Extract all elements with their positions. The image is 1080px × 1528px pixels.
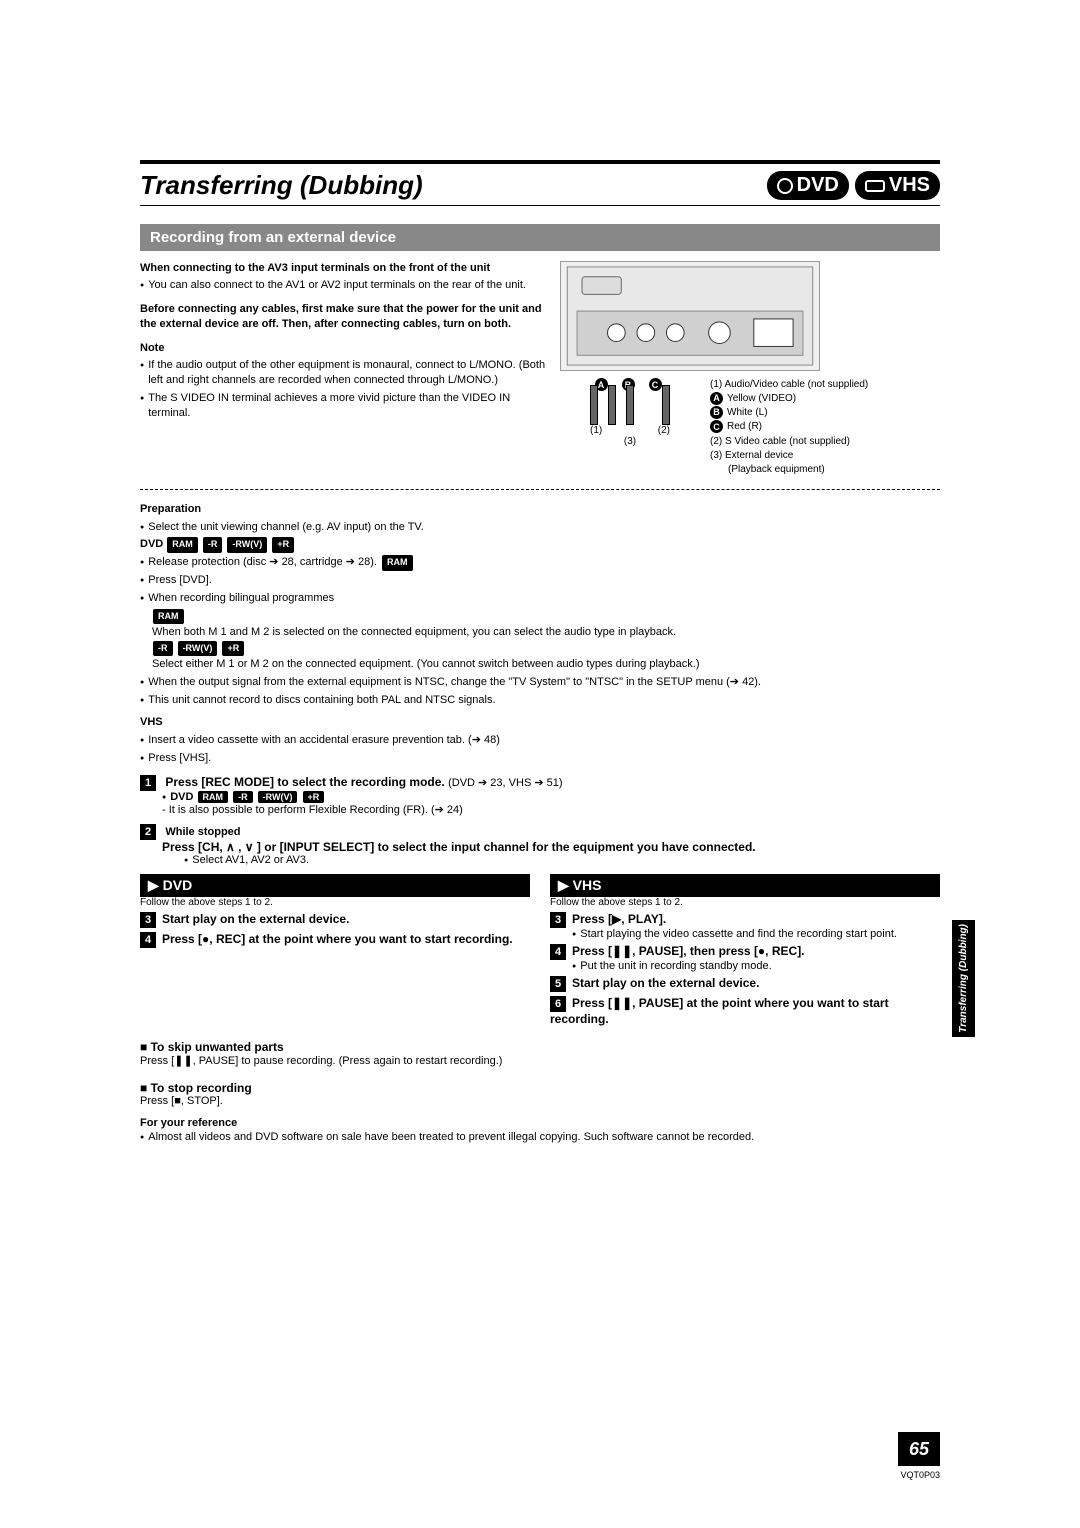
intro-p1-bold: When connecting to the AV3 input termina…: [140, 261, 546, 276]
dvd-follow: Follow the above steps 1 to 2.: [140, 897, 530, 908]
page-number: 65: [898, 1432, 940, 1466]
dvd-column: DVD Follow the above steps 1 to 2. 3Star…: [140, 874, 530, 1026]
prep-b4b: Select either M 1 or M 2 on the connecte…: [152, 657, 940, 673]
footer-code: VQT0P03: [900, 1470, 940, 1480]
skip-text: Press [❚❚, PAUSE] to pause recording. (P…: [140, 1054, 940, 1067]
ref-header: For your reference: [140, 1117, 940, 1129]
diag-num3: (3): [560, 436, 700, 447]
vhs-step-3: 3Press [▶, PLAY].: [550, 912, 940, 928]
stop-header: To stop recording: [140, 1081, 940, 1095]
prep-b3: Press [DVD].: [140, 573, 940, 589]
stop-text: Press [■, STOP].: [140, 1095, 940, 1107]
connection-diagram: A B C (1) (2) (3) (1) Audio/Video cable …: [560, 261, 940, 477]
chip-pr: +R: [272, 537, 294, 552]
diagram-legend: (1) Audio/Video cable (not supplied) AYe…: [710, 378, 868, 477]
vhs-step-6: 6Press [❚❚, PAUSE] at the point where yo…: [550, 996, 940, 1026]
intro-p1-bullet: You can also connect to the AV1 or AV2 i…: [140, 278, 546, 293]
intro-text: When connecting to the AV3 input termina…: [140, 261, 546, 477]
step-1-sub: DVD RAM -R -RW(V) +R - It is also possib…: [162, 791, 940, 816]
dvd-col-header: DVD: [140, 874, 530, 897]
chip-r: -R: [203, 537, 223, 552]
prep-dvd-line: DVD RAM -R -RW(V) +R: [140, 537, 940, 553]
vhs-col-header: VHS: [550, 874, 940, 897]
chip-ram: RAM: [167, 537, 198, 552]
prep-b4-ram: RAM: [152, 609, 940, 625]
side-tab: Transferring (Dubbing): [952, 920, 975, 1037]
step-num-1: 1: [140, 775, 156, 791]
note-1: If the audio output of the other equipme…: [140, 358, 546, 389]
title-bar: Transferring (Dubbing) DVD VHS: [140, 160, 940, 206]
ref-text: Almost all videos and DVD software on sa…: [140, 1131, 940, 1143]
step-1: 1 Press [REC MODE] to select the recordi…: [140, 775, 940, 816]
cable-stubs: [560, 385, 700, 425]
prep-b4a: When both M 1 and M 2 is selected on the…: [152, 625, 940, 641]
prep-b4: When recording bilingual programmes: [140, 591, 940, 607]
vhs-step-3-sub: Start playing the video cassette and fin…: [572, 928, 940, 940]
prep-v2: Press [VHS].: [140, 751, 940, 767]
prep-b5: When the output signal from the external…: [140, 675, 940, 691]
skip-header: To skip unwanted parts: [140, 1040, 940, 1054]
prep-header: Preparation: [140, 502, 940, 518]
dvd-step-3: 3Start play on the external device.: [140, 912, 530, 928]
prep-v1: Insert a video cassette with an accident…: [140, 733, 940, 749]
dvd-badge: DVD: [767, 171, 849, 200]
dvd-vhs-columns: DVD Follow the above steps 1 to 2. 3Star…: [140, 874, 940, 1026]
diag-label-c: C: [649, 378, 662, 391]
dashed-separator: [140, 489, 940, 490]
section-header: Recording from an external device: [140, 224, 940, 251]
device-front-svg: [560, 261, 820, 371]
prep-b1: Select the unit viewing channel (e.g. AV…: [140, 520, 940, 536]
intro-row: When connecting to the AV3 input termina…: [140, 261, 940, 477]
vhs-column: VHS Follow the above steps 1 to 2. 3Pres…: [550, 874, 940, 1026]
chip-rwv: -RW(V): [227, 537, 267, 552]
step-2: 2 While stopped Press [CH, ∧ , ∨ ] or [I…: [140, 824, 940, 866]
intro-p2-bold: Before connecting any cables, first make…: [140, 302, 546, 333]
prep-b2: Release protection (disc ➔ 28, cartridge…: [140, 555, 940, 571]
step-num-2: 2: [140, 824, 156, 840]
vhs-step-4-sub: Put the unit in recording standby mode.: [572, 960, 940, 972]
note-header: Note: [140, 341, 546, 356]
prep-vhs-hdr: VHS: [140, 715, 940, 731]
note-2: The S VIDEO IN terminal achieves a more …: [140, 391, 546, 422]
format-badges: DVD VHS: [767, 171, 940, 200]
dvd-step-4: 4Press [●, REC] at the point where you w…: [140, 932, 530, 948]
vhs-badge: VHS: [855, 171, 940, 200]
step-2-sub: Select AV1, AV2 or AV3.: [184, 854, 940, 866]
vhs-step-5: 5Start play on the external device.: [550, 976, 940, 992]
prep-b4-chips: -R -RW(V) +R: [152, 641, 940, 657]
prep-b6: This unit cannot record to discs contain…: [140, 693, 940, 709]
preparation-block: Preparation Select the unit viewing chan…: [140, 502, 940, 767]
vhs-step-4: 4Press [❚❚, PAUSE], then press [●, REC].: [550, 944, 940, 960]
diag-numbers: (1) (2): [560, 425, 700, 436]
vhs-follow: Follow the above steps 1 to 2.: [550, 897, 940, 908]
page-title: Transferring (Dubbing): [140, 170, 423, 201]
